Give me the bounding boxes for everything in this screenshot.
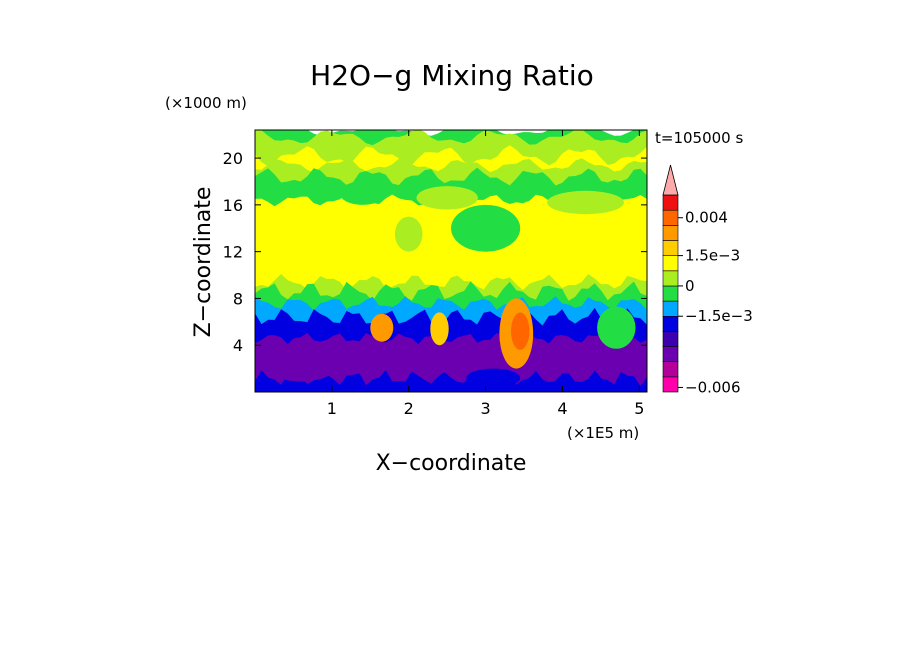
plot-frame — [254, 129, 648, 393]
x-tick-label: 5 — [634, 399, 644, 418]
x-axis-label: X−coordinate — [376, 451, 527, 476]
contour-feature — [547, 190, 624, 215]
colorbar-swatch — [662, 361, 679, 378]
colorbar-swatch — [662, 240, 679, 256]
contour-feature — [262, 344, 340, 382]
contour-feature — [597, 306, 636, 349]
colorbar-swatch — [662, 285, 679, 302]
y-unit-label: (×1000 m) — [165, 94, 247, 112]
x-tick-label: 1 — [327, 399, 337, 418]
contour-plot — [255, 130, 647, 392]
y-tick-label: 4 — [233, 336, 243, 355]
x-axis-ticks: 1 2 3 4 5 — [327, 130, 644, 418]
colorbar-label: −1.5e−3 — [685, 307, 753, 325]
y-tick-label: 16 — [223, 196, 243, 215]
y-axis-label: Z−coordinate — [191, 187, 216, 338]
colorbar-label: −0.006 — [685, 378, 741, 396]
contour-feature — [511, 312, 530, 350]
contour-feature — [416, 186, 478, 210]
y-tick-label: 12 — [223, 243, 243, 262]
colorbar: 0.004 1.5e−3 0 −1.5e−3 −0.006 — [662, 164, 753, 396]
colorbar-swatch — [662, 209, 679, 226]
contour-feature — [370, 313, 394, 342]
colorbar-swatch — [662, 255, 679, 272]
contour-feature — [451, 204, 521, 252]
x-tick-label: 4 — [557, 399, 567, 418]
colorbar-label: 0.004 — [685, 209, 728, 227]
time-label: t=105000 s — [655, 129, 743, 147]
x-tick-label: 2 — [404, 399, 414, 418]
contour-feature — [394, 216, 423, 252]
x-tick-label: 3 — [480, 399, 490, 418]
colorbar-swatch — [662, 346, 679, 362]
x-unit-label: (×1E5 m) — [567, 424, 639, 442]
y-tick-label: 20 — [223, 149, 243, 168]
y-axis-ticks: 4 8 12 16 20 — [223, 149, 647, 355]
colorbar-label: 0 — [685, 277, 695, 295]
colorbar-label: 1.5e−3 — [685, 247, 740, 265]
colorbar-swatch — [662, 225, 679, 241]
contour-feature — [466, 368, 521, 388]
chart-title: H2O−g Mixing Ratio — [310, 59, 594, 92]
colorbar-swatch — [662, 331, 679, 347]
colorbar-swatch — [662, 300, 679, 317]
contour-feature — [430, 312, 449, 346]
colorbar-swatch — [662, 270, 679, 287]
contour-band — [255, 370, 647, 392]
contour-feature — [339, 181, 386, 205]
colorbar-swatch — [662, 315, 679, 332]
colorbar-swatch — [662, 194, 679, 211]
colorbar-swatch — [662, 376, 679, 393]
y-tick-label: 8 — [233, 289, 243, 308]
colorbar-extend-arrow — [662, 164, 679, 196]
